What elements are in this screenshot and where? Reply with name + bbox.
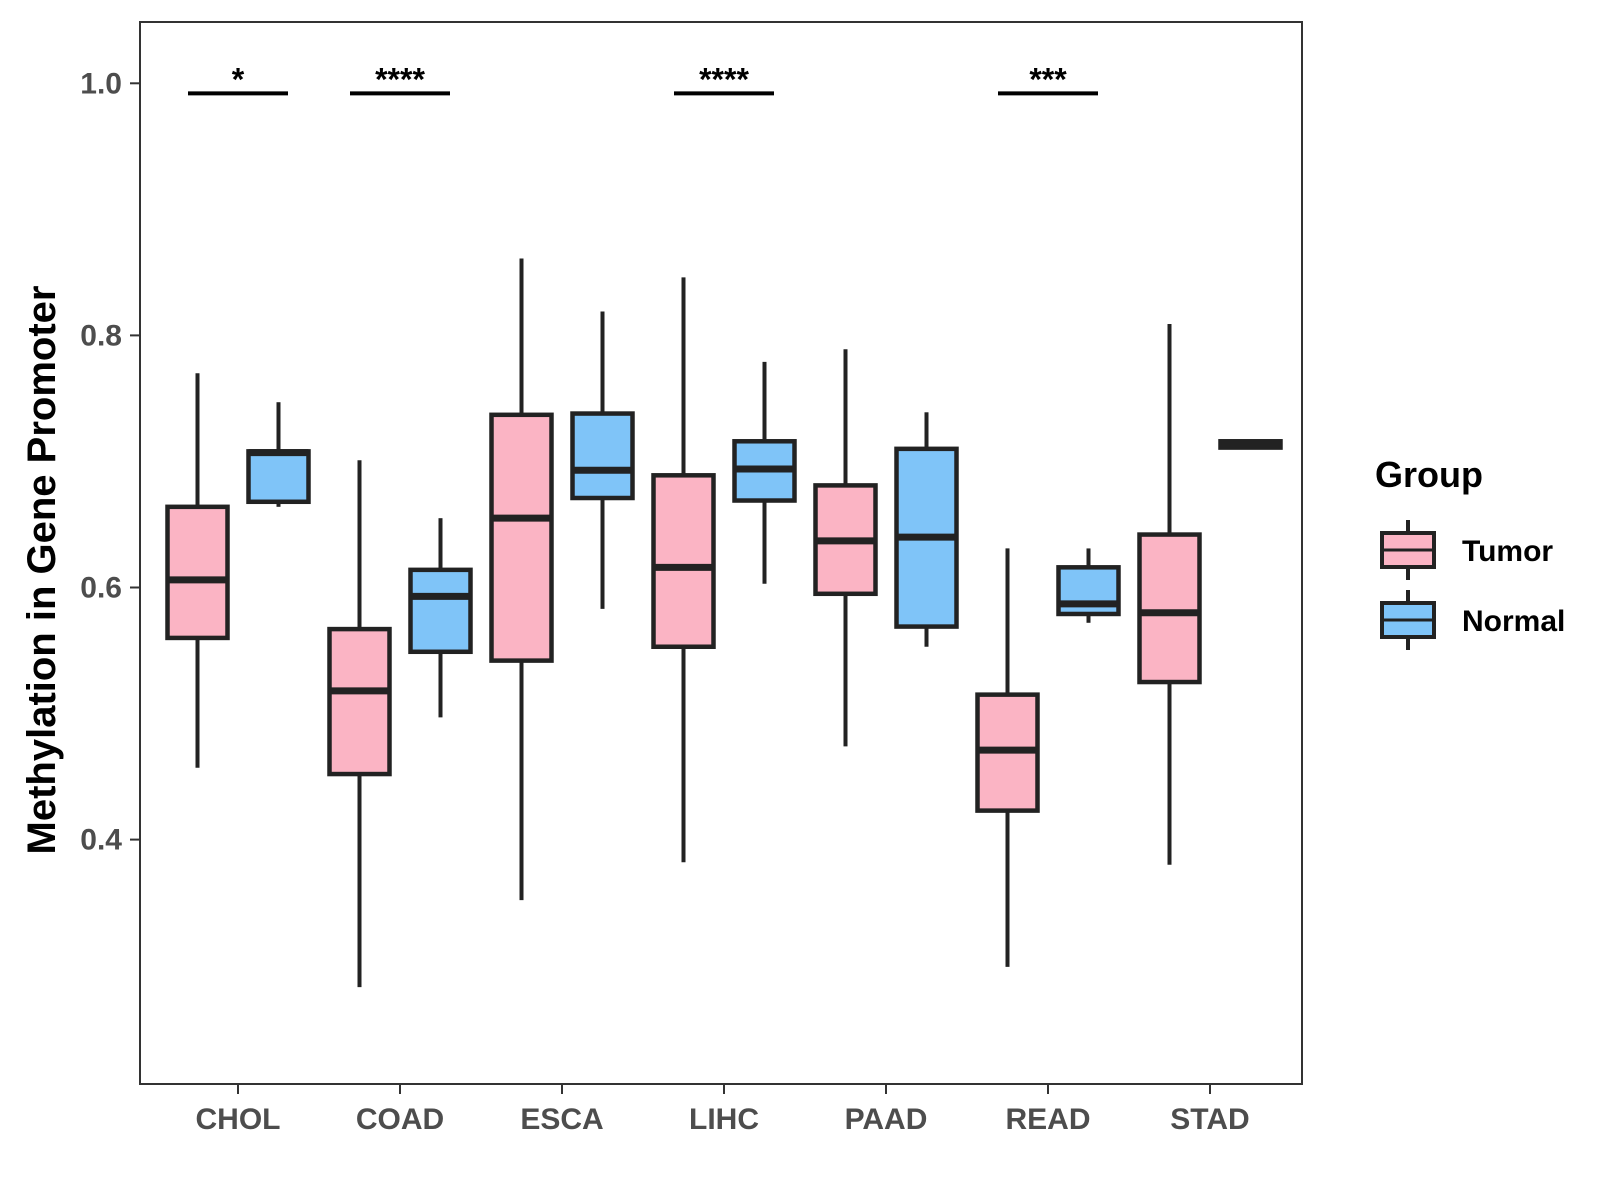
- box-body: [489, 412, 554, 663]
- box-body: [570, 411, 635, 501]
- x-tick-label: READ: [1005, 1103, 1090, 1136]
- y-tick-label: 1.0: [80, 67, 122, 100]
- box-normal-lihc: [732, 361, 797, 584]
- legend-title: Group: [1375, 454, 1483, 495]
- x-axis: CHOL COAD ESCA LIHC PAAD READ STAD: [196, 1084, 1250, 1136]
- box-tumor-coad: [327, 460, 392, 988]
- box-tumor-stad: [1137, 324, 1202, 865]
- box-normal-stad: [1218, 439, 1283, 450]
- significance-label: *: [232, 61, 245, 97]
- box-normal-coad: [408, 518, 473, 718]
- box-tumor-esca: [489, 258, 554, 901]
- box-body: [327, 626, 392, 777]
- x-tick-label: PAAD: [845, 1103, 928, 1136]
- box-normal-esca: [570, 311, 635, 609]
- box-body: [408, 567, 473, 655]
- box-normal-paad: [894, 412, 959, 647]
- boxes-layer: [165, 258, 1283, 988]
- y-axis-title: Methylation in Gene Promoter: [20, 286, 64, 855]
- box-tumor-lihc: [651, 277, 716, 863]
- x-tick-label: ESCA: [520, 1103, 603, 1136]
- plot-panel: [139, 21, 1303, 1085]
- significance-label: ***: [1029, 61, 1067, 97]
- box-normal-read: [1056, 548, 1121, 623]
- legend-label: Normal: [1462, 605, 1565, 638]
- y-tick-label: 0.8: [80, 319, 122, 352]
- box-tumor-read: [975, 548, 1040, 967]
- significance-label: ****: [375, 61, 425, 97]
- y-tick-label: 0.4: [80, 824, 122, 857]
- legend: Group Tumor Normal: [1375, 454, 1565, 650]
- box-body: [1137, 532, 1202, 685]
- box-tumor-paad: [813, 349, 878, 747]
- significance-label: ****: [699, 61, 749, 97]
- box-normal-chol: [246, 402, 311, 507]
- box-tumor-chol: [165, 373, 230, 768]
- box-body: [651, 473, 716, 649]
- x-tick-label: STAD: [1170, 1103, 1249, 1136]
- legend-item-tumor: Tumor: [1380, 520, 1553, 580]
- legend-item-normal: Normal: [1380, 590, 1565, 650]
- box-body: [165, 504, 230, 641]
- box-body: [246, 449, 311, 505]
- x-tick-label: COAD: [356, 1103, 444, 1136]
- legend-label: Tumor: [1462, 535, 1553, 568]
- x-tick-label: LIHC: [689, 1103, 759, 1136]
- significance-layer: * **** **** ***: [188, 61, 1098, 97]
- x-tick-label: CHOL: [196, 1103, 281, 1136]
- y-tick-label: 0.6: [80, 572, 122, 605]
- y-axis: 0.4 0.6 0.8 1.0: [80, 67, 140, 857]
